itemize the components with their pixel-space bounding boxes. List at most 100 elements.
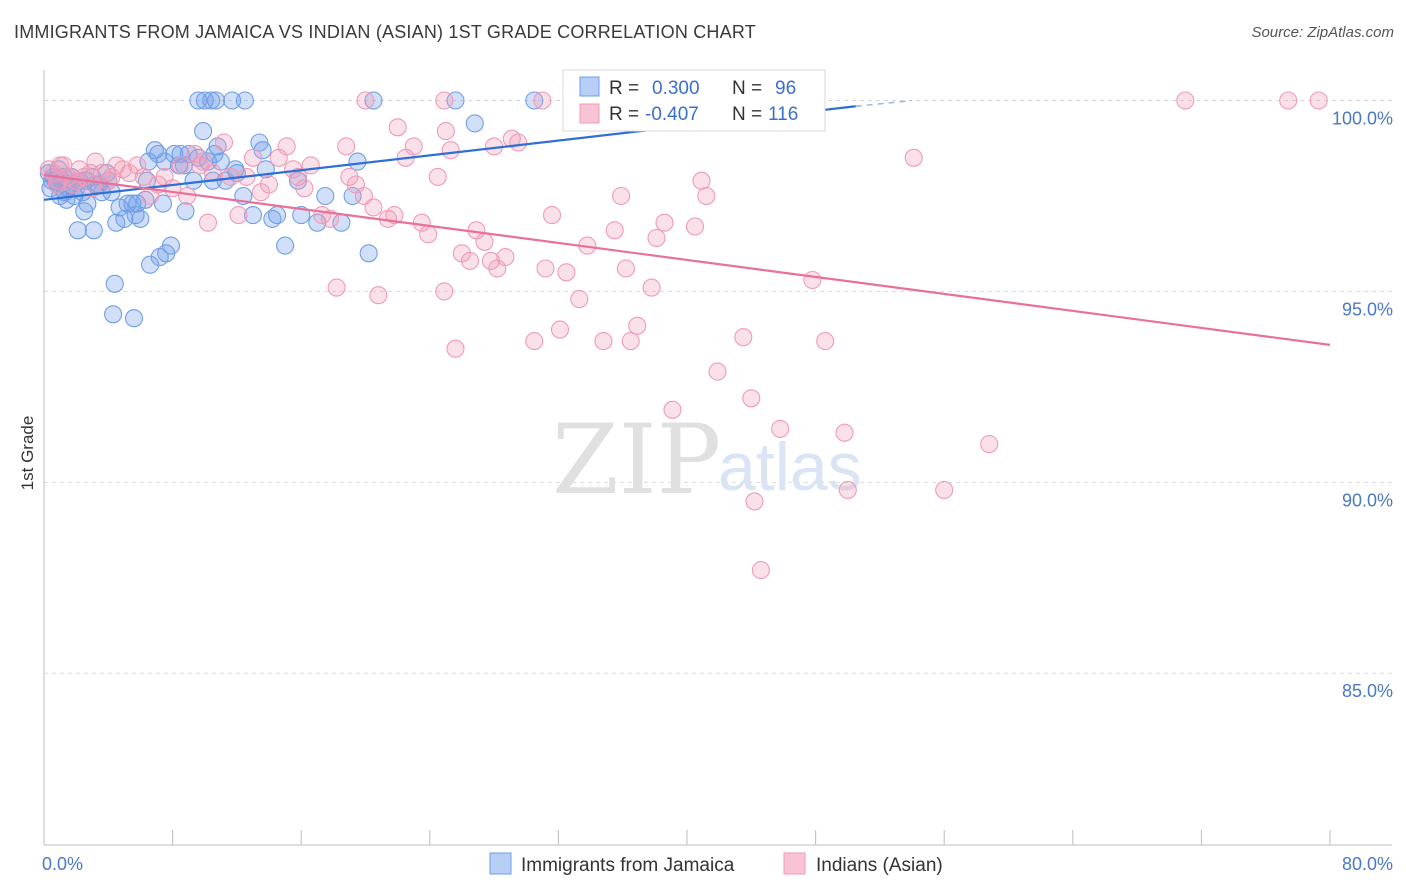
indian-point (655, 213, 674, 232)
jamaica-point (194, 122, 213, 141)
indian-point (243, 148, 263, 167)
jamaica-point (359, 244, 378, 263)
indian-point (460, 251, 480, 270)
stats-legend: R = 0.300 N = 96 R = -0.407 N = 116 (562, 69, 826, 132)
stats-n-label-jamaica: N = (732, 78, 762, 99)
indian-point (435, 91, 454, 110)
indian-point (621, 332, 640, 351)
indian-point (663, 400, 682, 419)
indian-point (481, 251, 500, 270)
jamaica-point (105, 274, 124, 293)
indian-point (51, 156, 70, 175)
legend-label-indian: Indians (Asian) (816, 855, 943, 876)
jamaica-point (131, 209, 150, 228)
indian-point (1309, 91, 1328, 110)
stats-n-value-indian: 116 (768, 104, 798, 125)
indian-point (190, 156, 209, 175)
stats-n-value-jamaica: 96 (775, 78, 796, 99)
indian-point (550, 320, 570, 339)
jamaica-point (276, 236, 295, 255)
indian-point (904, 148, 923, 167)
jamaica-point (78, 194, 97, 213)
jamaica-point (84, 221, 103, 240)
jamaica-point (115, 209, 134, 228)
legend-swatch-jamaica (489, 852, 512, 875)
indian-trend-line (43, 173, 1331, 346)
legend-swatch-indian (783, 852, 806, 875)
watermark-zip: ZIP (552, 404, 721, 516)
y-tick-label: 85.0% (1342, 681, 1393, 701)
indian-point (102, 167, 121, 186)
indian-point (441, 141, 460, 160)
jamaica-point (348, 152, 367, 171)
indian-point (229, 206, 248, 225)
indian-point (980, 435, 999, 454)
indian-point (295, 179, 314, 198)
jamaica-point (141, 255, 160, 274)
indian-point (605, 221, 624, 240)
source-label: Source: ZipAtlas.com (1251, 24, 1394, 41)
x-tick-labels: 0.0% 80.0% (42, 854, 1393, 874)
y-tick-label: 90.0% (1342, 490, 1393, 510)
watermark-atlas: atlas (718, 429, 862, 505)
y-tick-label: 100.0% (1332, 109, 1393, 129)
indian-point (321, 209, 340, 228)
indian-point (557, 263, 576, 282)
indian-point (542, 206, 562, 225)
stats-swatch-indian (579, 103, 600, 124)
indian-point (509, 133, 528, 152)
indian-point (697, 186, 716, 206)
indian-point (536, 259, 555, 278)
indian-point (685, 217, 705, 236)
indian-point (803, 270, 822, 290)
indian-point (838, 480, 857, 500)
indian-point (692, 171, 711, 190)
indian-point (1279, 91, 1298, 110)
indian-point (742, 389, 761, 408)
indian-point (435, 282, 454, 301)
indian-point (277, 137, 296, 156)
watermark: ZIP atlas (552, 404, 862, 516)
jamaica-point (253, 141, 272, 160)
jamaica-point (292, 206, 311, 225)
indian-point (835, 423, 854, 442)
x-tick-label: 0.0% (42, 854, 83, 874)
jamaica-point (57, 190, 76, 209)
x-tick-label: 80.0% (1342, 854, 1393, 874)
indian-point (745, 492, 764, 511)
indian-point (771, 419, 790, 438)
jamaica-point (189, 91, 208, 110)
stats-n-label-indian: N = (732, 104, 762, 125)
indian-point (496, 248, 515, 267)
indian-point (428, 167, 447, 186)
indian-point (364, 198, 383, 217)
indian-point (214, 133, 234, 152)
indian-point (128, 156, 147, 175)
indian-point (356, 91, 375, 110)
indian-point (525, 332, 544, 351)
legend-label-jamaica: Immigrants from Jamaica (521, 855, 735, 876)
indian-point (594, 332, 613, 351)
stats-r-label-jamaica: R = (609, 78, 639, 99)
gridlines (44, 100, 1392, 674)
indian-point (708, 362, 727, 381)
indian-point (436, 122, 455, 141)
jamaica-point (235, 91, 254, 110)
stats-r-value-jamaica: 0.300 (652, 78, 700, 99)
y-tick-label: 95.0% (1342, 299, 1393, 319)
stats-r-label-indian: R = (609, 104, 639, 125)
stats-legend-frame (562, 69, 826, 132)
indian-point (628, 316, 647, 335)
chart-title: IMMIGRANTS FROM JAMAICA VS INDIAN (ASIAN… (14, 22, 756, 42)
indian-point (171, 156, 190, 175)
indian-point (612, 186, 631, 206)
y-axis-label: 1st Grade (18, 416, 37, 491)
indian-point (647, 228, 666, 248)
jamaica-point (155, 152, 174, 171)
indian-point (178, 186, 197, 206)
jamaica-point (68, 221, 87, 240)
y-tick-labels: 100.0% 95.0% 90.0% 85.0% (1332, 109, 1393, 702)
bottom-legend: Immigrants from Jamaica Indians (Asian) (489, 852, 943, 876)
indian-point (259, 175, 279, 194)
indian-point (327, 278, 346, 297)
